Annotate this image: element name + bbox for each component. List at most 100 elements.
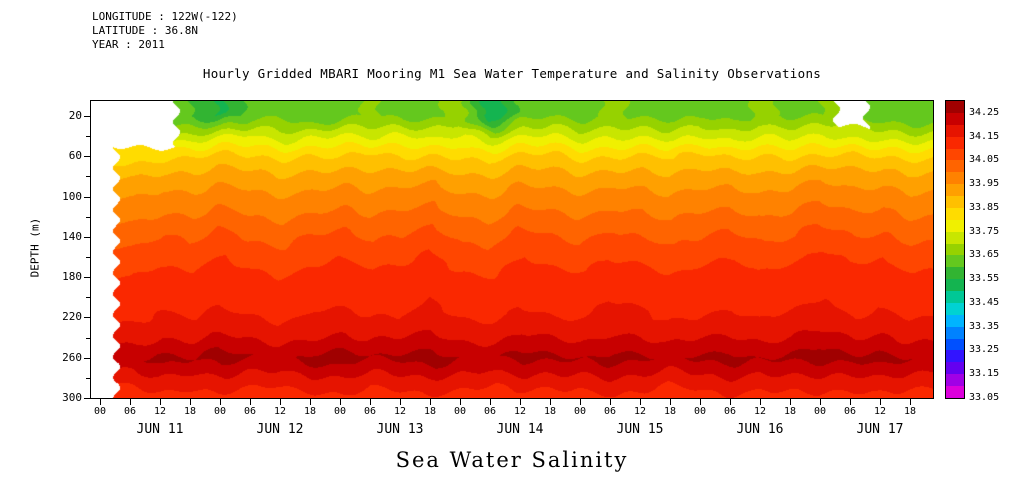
y-tick xyxy=(84,357,90,359)
x-tick-label: 00 xyxy=(333,406,347,417)
y-tick xyxy=(84,398,90,399)
x-tick-label: 12 xyxy=(753,406,767,417)
colorbar-segment xyxy=(946,291,964,303)
x-tick xyxy=(430,399,431,405)
x-day-label: JUN 11 xyxy=(136,422,184,437)
x-tick xyxy=(340,399,341,405)
y-minor-tick xyxy=(86,176,90,178)
y-minor-tick xyxy=(86,257,90,258)
x-tick xyxy=(550,399,551,405)
x-tick-label: 06 xyxy=(723,406,737,417)
x-tick-label: 18 xyxy=(783,406,797,417)
colorbar-tick-label: 33.55 xyxy=(969,273,1000,285)
x-tick xyxy=(490,399,491,405)
colorbar-segment xyxy=(946,219,964,232)
x-day-label: JUN 13 xyxy=(376,422,424,437)
x-day-label: JUN 17 xyxy=(856,422,904,437)
y-tick xyxy=(84,317,90,319)
x-tick xyxy=(910,399,911,405)
x-tick-label: 18 xyxy=(303,406,317,417)
y-tick-label: 180 xyxy=(62,270,82,284)
x-tick-label: 12 xyxy=(513,406,527,417)
y-tick xyxy=(84,156,90,158)
plot-area xyxy=(90,100,934,399)
x-tick xyxy=(820,399,821,405)
x-tick-label: 06 xyxy=(843,406,857,417)
y-tick xyxy=(84,236,90,238)
x-tick xyxy=(190,399,191,405)
colorbar-segment xyxy=(946,184,964,196)
x-tick xyxy=(670,399,671,405)
x-tick xyxy=(370,399,371,405)
x-tick-label: 12 xyxy=(273,406,287,417)
x-tick-label: 18 xyxy=(903,406,917,417)
colorbar-segment xyxy=(946,302,964,315)
colorbar-segment xyxy=(946,279,964,291)
x-tick xyxy=(700,399,701,405)
colorbar-tick-label: 33.25 xyxy=(969,344,1000,356)
x-tick-label: 00 xyxy=(213,406,227,417)
y-minor-tick xyxy=(86,377,90,379)
x-tick-label: 00 xyxy=(693,406,707,417)
x-tick xyxy=(610,399,611,405)
y-tick xyxy=(84,277,90,279)
y-tick-label: 60 xyxy=(68,149,82,163)
colorbar-tick-label: 33.85 xyxy=(969,201,1000,213)
chart-title: Hourly Gridded MBARI Mooring M1 Sea Wate… xyxy=(202,66,822,81)
colorbar-tick-label: 33.05 xyxy=(969,392,1000,403)
x-tick-label: 00 xyxy=(93,406,107,417)
colorbar-segment xyxy=(946,196,964,208)
x-day-label: JUN 12 xyxy=(256,422,304,437)
x-tick xyxy=(100,399,101,405)
figure-caption: Sea Water Salinity xyxy=(395,448,629,472)
colorbar xyxy=(945,100,965,399)
latitude-label: LATITUDE : 36.8N xyxy=(92,24,198,37)
colorbar-segment xyxy=(946,207,964,220)
x-tick xyxy=(760,399,761,405)
x-tick-label: 00 xyxy=(813,406,827,417)
colorbar-tick-label: 33.15 xyxy=(969,368,1000,380)
colorbar-segment xyxy=(946,231,964,244)
colorbar-tick-label: 33.65 xyxy=(969,249,1000,261)
y-tick-label: 260 xyxy=(62,350,82,364)
x-tick xyxy=(250,399,251,405)
colorbar-tick-label: 34.25 xyxy=(969,106,1000,118)
x-tick xyxy=(580,399,581,405)
x-tick-label: 18 xyxy=(663,406,677,417)
x-tick xyxy=(130,399,131,405)
year-label: YEAR : 2011 xyxy=(92,38,165,51)
x-tick xyxy=(730,399,731,405)
x-day-label: JUN 15 xyxy=(616,422,664,437)
y-tick-label: 20 xyxy=(68,109,82,122)
x-tick-label: 12 xyxy=(153,406,167,417)
x-tick xyxy=(640,399,641,405)
x-tick-label: 18 xyxy=(183,406,197,417)
header-info: LONGITUDE : 122W(-122) LATITUDE : 36.8N … xyxy=(92,10,238,52)
y-minor-tick xyxy=(86,337,90,339)
colorbar-segment xyxy=(946,338,964,351)
x-tick-label: 18 xyxy=(423,406,437,417)
y-tick-label: 100 xyxy=(62,189,82,203)
y-tick-label: 220 xyxy=(62,310,82,324)
x-tick xyxy=(850,399,851,405)
colorbar-segment xyxy=(946,326,964,339)
colorbar-tick-label: 34.05 xyxy=(969,154,1000,166)
y-tick xyxy=(84,116,90,117)
x-tick-label: 12 xyxy=(873,406,887,417)
colorbar-segment xyxy=(946,386,964,398)
x-tick xyxy=(520,399,521,405)
x-tick xyxy=(400,399,401,405)
x-tick-label: 00 xyxy=(573,406,587,417)
colorbar-segment xyxy=(946,172,964,185)
colorbar-tick-label: 33.95 xyxy=(969,178,1000,190)
colorbar-segment xyxy=(946,124,964,137)
colorbar-segment xyxy=(946,255,964,268)
colorbar-tick-label: 33.45 xyxy=(969,296,1000,308)
longitude-label: LONGITUDE : 122W(-122) xyxy=(92,10,238,23)
x-day-label: JUN 16 xyxy=(736,422,784,437)
x-tick xyxy=(310,399,311,405)
colorbar-segment xyxy=(946,136,964,149)
x-tick-label: 06 xyxy=(243,406,257,417)
x-tick-label: 06 xyxy=(123,406,137,417)
